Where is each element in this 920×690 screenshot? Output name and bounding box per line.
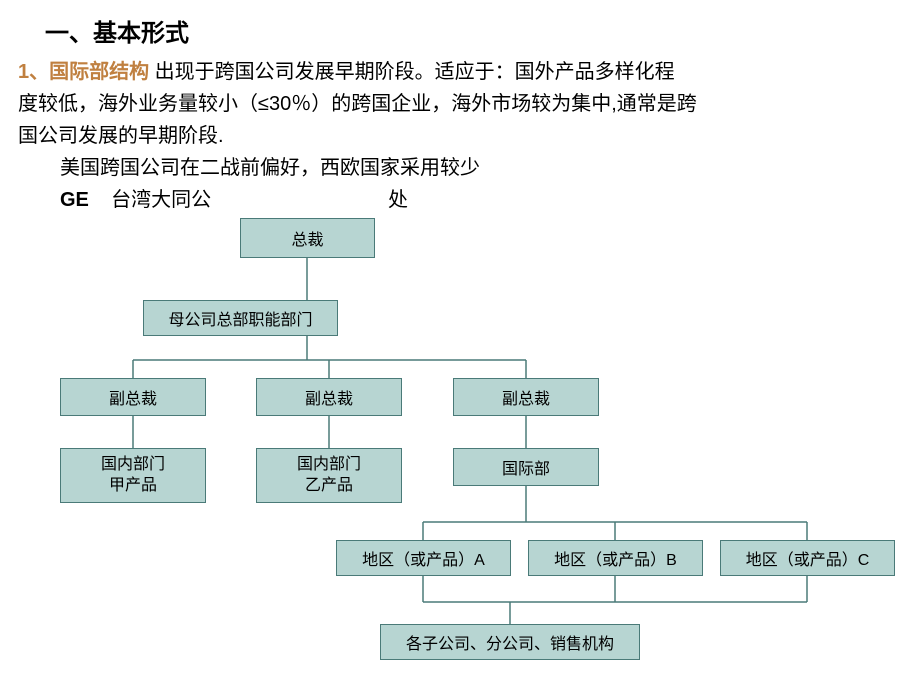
para-line1-rest: 出现于跨国公司发展早期阶段。适应于：国外产品多样化程 bbox=[149, 61, 675, 83]
para-tw: 台湾大同公 bbox=[111, 189, 211, 211]
para-prefix: 1、国际部结构 bbox=[18, 61, 149, 83]
node-president: 总裁 bbox=[240, 218, 375, 258]
node-vp2: 副总裁 bbox=[256, 378, 402, 416]
node-domestic-a: 国内部门 甲产品 bbox=[60, 448, 206, 503]
node-subsidiaries: 各子公司、分公司、销售机构 bbox=[380, 624, 640, 660]
para-line5c: 处 bbox=[388, 184, 408, 216]
node-hq: 母公司总部职能部门 bbox=[143, 300, 338, 336]
para-line2: 度较低，海外业务量较小（≤30％）的跨国企业，海外市场较为集中,通常是跨 bbox=[18, 88, 697, 120]
node-region-a: 地区（或产品）A bbox=[336, 540, 511, 576]
node-vp1: 副总裁 bbox=[60, 378, 206, 416]
para-ge: GE bbox=[60, 189, 89, 211]
para-line5: GE 台湾大同公 bbox=[60, 184, 211, 216]
para-line4: 美国跨国公司在二战前偏好，西欧国家采用较少 bbox=[60, 152, 480, 184]
node-region-b: 地区（或产品）B bbox=[528, 540, 703, 576]
para-line1: 1、国际部结构 出现于跨国公司发展早期阶段。适应于：国外产品多样化程 bbox=[18, 56, 675, 88]
section-heading: 一、基本形式 bbox=[45, 15, 189, 53]
node-international: 国际部 bbox=[453, 448, 599, 486]
para-line3: 国公司发展的早期阶段. bbox=[18, 120, 224, 152]
node-vp3: 副总裁 bbox=[453, 378, 599, 416]
node-domestic-b: 国内部门 乙产品 bbox=[256, 448, 402, 503]
node-region-c: 地区（或产品）C bbox=[720, 540, 895, 576]
